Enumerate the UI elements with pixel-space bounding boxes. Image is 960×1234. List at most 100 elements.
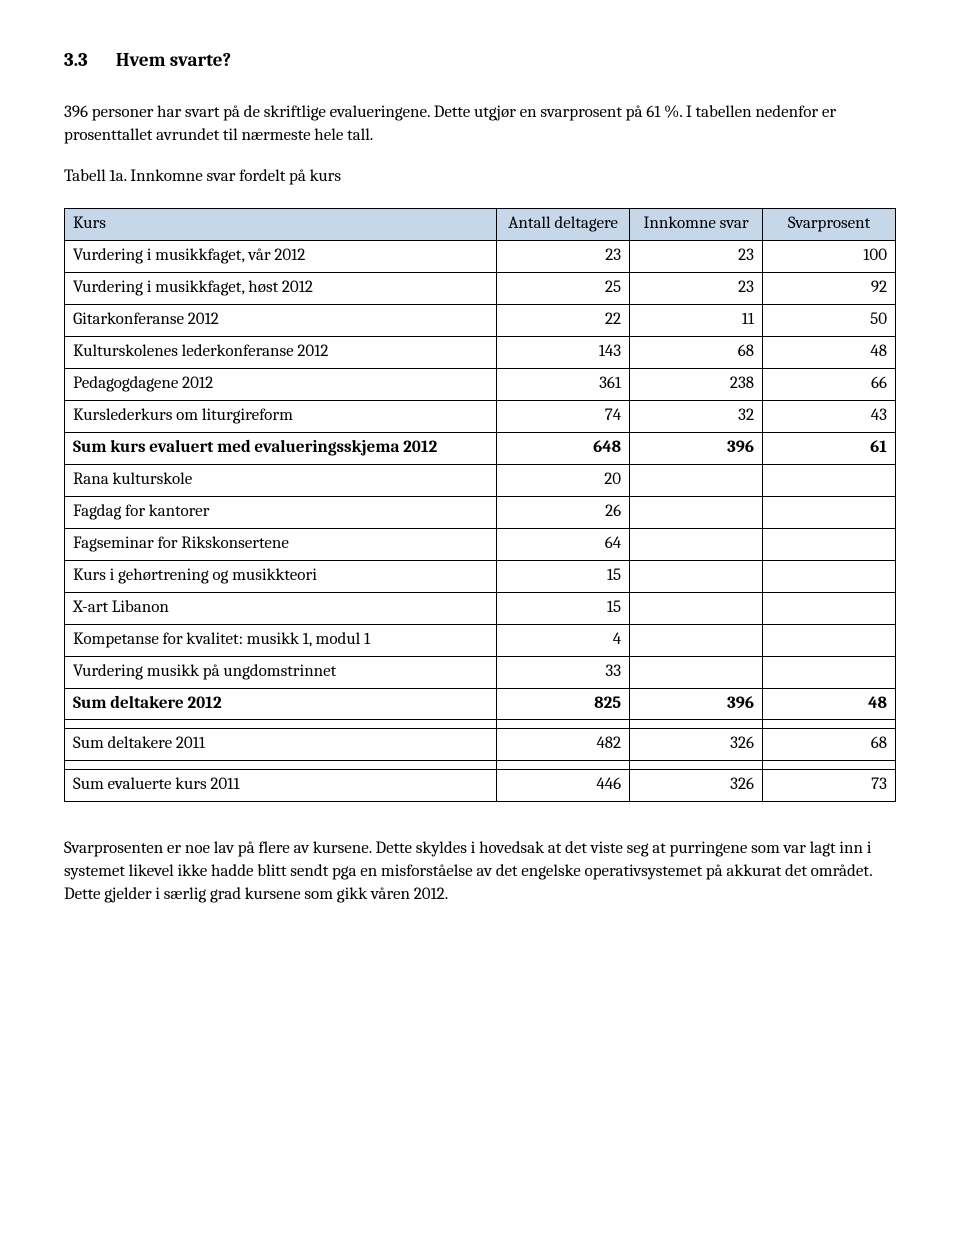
table-row: Vurdering musikk på ungdomstrinnet33 [65, 656, 896, 688]
table-row: Pedagogdagene 201236123866 [65, 369, 896, 401]
cell-label [65, 720, 497, 729]
cell-value [763, 761, 896, 770]
table-row: X-art Libanon15 [65, 592, 896, 624]
section-heading: 3.3 Hvem svarte? [64, 48, 896, 74]
cell-label: Sum kurs evaluert med evalueringsskjema … [65, 433, 497, 465]
header-antall: Antall deltagere [497, 209, 630, 241]
cell-label: Sum evaluerte kurs 2011 [65, 770, 497, 802]
cell-value: 326 [630, 770, 763, 802]
cell-label: Gitarkonferanse 2012 [65, 305, 497, 337]
cell-value: 15 [497, 560, 630, 592]
section-number: 3.3 [64, 49, 88, 71]
cell-value: 68 [630, 337, 763, 369]
cell-value: 825 [497, 688, 630, 720]
cell-value: 74 [497, 401, 630, 433]
cell-value: 482 [497, 729, 630, 761]
table-row: Sum evaluerte kurs 201144632673 [65, 770, 896, 802]
cell-value: 50 [763, 305, 896, 337]
cell-label [65, 761, 497, 770]
cell-value: 48 [763, 688, 896, 720]
table-row: Kompetanse for kvalitet: musikk 1, modul… [65, 624, 896, 656]
cell-value [630, 528, 763, 560]
cell-label: Vurdering i musikkfaget, høst 2012 [65, 273, 497, 305]
cell-value [763, 496, 896, 528]
cell-value: 4 [497, 624, 630, 656]
cell-value [763, 528, 896, 560]
cell-value: 396 [630, 433, 763, 465]
table-row [65, 761, 896, 770]
table-row: Kurslederkurs om liturgireform743243 [65, 401, 896, 433]
cell-label: Kompetanse for kvalitet: musikk 1, modul… [65, 624, 497, 656]
cell-value [763, 464, 896, 496]
cell-value: 23 [497, 241, 630, 273]
table-header-row: Kurs Antall deltagere Innkomne svar Svar… [65, 209, 896, 241]
table-row: Gitarkonferanse 2012221150 [65, 305, 896, 337]
cell-value: 73 [763, 770, 896, 802]
header-kurs: Kurs [65, 209, 497, 241]
table-row: Kurs i gehørtrening og musikkteori15 [65, 560, 896, 592]
cell-value: 43 [763, 401, 896, 433]
cell-value [630, 761, 763, 770]
table-row: Fagseminar for Rikskonsertene64 [65, 528, 896, 560]
table-row: Fagdag for kantorer26 [65, 496, 896, 528]
cell-value: 33 [497, 656, 630, 688]
table-row: Rana kulturskole20 [65, 464, 896, 496]
cell-value [763, 560, 896, 592]
data-table: Kurs Antall deltagere Innkomne svar Svar… [64, 208, 896, 802]
cell-value: 396 [630, 688, 763, 720]
table-row [65, 720, 896, 729]
cell-value: 61 [763, 433, 896, 465]
cell-value: 238 [630, 369, 763, 401]
cell-value: 143 [497, 337, 630, 369]
cell-label: Fagseminar for Rikskonsertene [65, 528, 497, 560]
table-row: Sum deltakere 201282539648 [65, 688, 896, 720]
cell-label: Sum deltakere 2011 [65, 729, 497, 761]
cell-value [630, 624, 763, 656]
cell-value [763, 656, 896, 688]
cell-value [763, 592, 896, 624]
table-row: Sum deltakere 201148232668 [65, 729, 896, 761]
cell-value: 48 [763, 337, 896, 369]
cell-value: 66 [763, 369, 896, 401]
header-innkomne: Innkomne svar [630, 209, 763, 241]
cell-value [763, 624, 896, 656]
cell-value [630, 496, 763, 528]
cell-label: Kurs i gehørtrening og musikkteori [65, 560, 497, 592]
cell-value [630, 656, 763, 688]
cell-value: 23 [630, 241, 763, 273]
cell-label: Kulturskolenes lederkonferanse 2012 [65, 337, 497, 369]
cell-value: 92 [763, 273, 896, 305]
table-row: Vurdering i musikkfaget, høst 2012252392 [65, 273, 896, 305]
table-row: Vurdering i musikkfaget, vår 20122323100 [65, 241, 896, 273]
table-caption: Tabell 1a. Innkomne svar fordelt på kurs [64, 166, 896, 189]
cell-value: 26 [497, 496, 630, 528]
cell-label: Kurslederkurs om liturgireform [65, 401, 497, 433]
cell-value: 20 [497, 464, 630, 496]
cell-label: Pedagogdagene 2012 [65, 369, 497, 401]
cell-value: 100 [763, 241, 896, 273]
table-row: Kulturskolenes lederkonferanse 201214368… [65, 337, 896, 369]
cell-value [630, 464, 763, 496]
cell-value: 15 [497, 592, 630, 624]
cell-value: 648 [497, 433, 630, 465]
cell-value: 446 [497, 770, 630, 802]
cell-value [630, 592, 763, 624]
cell-value [630, 720, 763, 729]
header-svarprosent: Svarprosent [763, 209, 896, 241]
cell-label: Vurdering musikk på ungdomstrinnet [65, 656, 497, 688]
post-paragraph: Svarprosenten er noe lav på flere av kur… [64, 838, 896, 907]
cell-value: 68 [763, 729, 896, 761]
cell-value: 22 [497, 305, 630, 337]
intro-paragraph: 396 personer har svart på de skriftlige … [64, 102, 896, 148]
table-row: Sum kurs evaluert med evalueringsskjema … [65, 433, 896, 465]
cell-value: 361 [497, 369, 630, 401]
cell-value [630, 560, 763, 592]
cell-value: 23 [630, 273, 763, 305]
cell-label: Rana kulturskole [65, 464, 497, 496]
section-title: Hvem svarte? [116, 49, 231, 71]
cell-value: 32 [630, 401, 763, 433]
cell-value: 25 [497, 273, 630, 305]
cell-label: Sum deltakere 2012 [65, 688, 497, 720]
cell-value [763, 720, 896, 729]
cell-value: 64 [497, 528, 630, 560]
